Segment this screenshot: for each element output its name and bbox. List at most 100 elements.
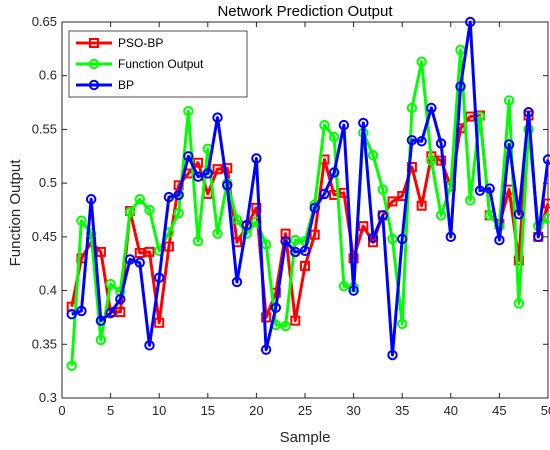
data-point xyxy=(533,231,544,243)
data-point xyxy=(280,320,291,332)
data-point xyxy=(435,210,447,221)
legend-label: BP xyxy=(118,78,134,92)
legend-label: PSO-BP xyxy=(118,36,163,50)
data-point xyxy=(406,134,418,146)
legend-marker xyxy=(88,58,100,70)
data-point xyxy=(416,136,427,147)
data-point xyxy=(348,253,359,264)
data-point xyxy=(280,235,291,247)
data-point xyxy=(212,228,223,239)
data-point xyxy=(134,194,145,205)
x-tick-label: 15 xyxy=(201,403,215,418)
data-point xyxy=(270,302,282,313)
data-point xyxy=(95,334,107,346)
y-axis-title: Function Output xyxy=(7,159,24,267)
data-point xyxy=(183,151,194,162)
data-point xyxy=(212,164,223,175)
x-tick-label: 0 xyxy=(58,403,65,418)
data-point xyxy=(222,163,233,174)
data-point xyxy=(367,150,379,161)
y-tick-label: 0.35 xyxy=(32,336,57,351)
y-tick-label: 0.5 xyxy=(39,175,57,190)
data-point xyxy=(134,247,145,258)
data-point xyxy=(513,255,524,266)
data-point xyxy=(300,260,310,271)
data-point xyxy=(387,196,398,207)
y-tick-label: 0.55 xyxy=(32,121,57,136)
data-point xyxy=(397,233,408,245)
data-point xyxy=(193,157,204,168)
data-point xyxy=(124,254,136,265)
data-point xyxy=(85,194,97,205)
data-point xyxy=(513,209,525,220)
data-point xyxy=(95,246,106,257)
x-tick-label: 5 xyxy=(107,403,114,418)
data-point xyxy=(387,233,398,245)
y-tick-label: 0.4 xyxy=(39,283,57,298)
data-point xyxy=(192,171,204,182)
data-point xyxy=(523,107,534,118)
x-tick-label: 30 xyxy=(346,403,360,418)
data-point xyxy=(192,235,204,247)
data-point xyxy=(387,349,398,361)
y-tick-label: 0.6 xyxy=(39,68,57,83)
data-point xyxy=(212,112,223,123)
data-point xyxy=(542,213,550,224)
data-point xyxy=(309,229,320,240)
data-point xyxy=(115,293,126,305)
data-point xyxy=(319,119,330,131)
axis-ticks: 0 5 10 15 20 25 30 35 40 45 50 0.3 0.35 0.4 0.45 0.5 0.5… xyxy=(32,14,550,418)
data-point xyxy=(358,117,369,129)
data-point xyxy=(426,155,437,166)
data-point xyxy=(95,315,107,326)
data-point xyxy=(231,276,243,288)
data-point xyxy=(503,139,515,150)
data-point xyxy=(290,234,301,246)
data-point xyxy=(503,95,515,106)
data-point xyxy=(484,183,495,194)
legend-marker xyxy=(89,38,99,48)
data-point xyxy=(76,215,87,226)
data-point xyxy=(328,131,340,143)
series-bp xyxy=(66,16,550,361)
data-point xyxy=(513,298,525,309)
legend-marker xyxy=(88,79,100,91)
data-point xyxy=(154,272,165,283)
data-point xyxy=(76,305,87,317)
data-point xyxy=(465,195,476,206)
data-point xyxy=(465,16,476,28)
data-point xyxy=(163,241,174,252)
data-point xyxy=(134,257,145,268)
data-point xyxy=(202,168,214,179)
data-point xyxy=(416,200,427,211)
data-point xyxy=(290,246,301,258)
data-point xyxy=(348,285,359,296)
data-point xyxy=(542,154,550,165)
data-point xyxy=(445,231,456,243)
data-point xyxy=(251,153,262,164)
data-point xyxy=(173,189,184,201)
chart-title: Network Prediction Output xyxy=(217,3,393,20)
x-tick-label: 35 xyxy=(395,403,409,418)
x-axis-title: Sample xyxy=(280,429,331,446)
data-point xyxy=(105,278,116,290)
data-point xyxy=(367,232,379,244)
data-point xyxy=(455,81,466,92)
data-point xyxy=(309,202,320,214)
data-point xyxy=(377,184,388,195)
series-line xyxy=(71,20,550,357)
data-point xyxy=(328,167,340,178)
data-point xyxy=(416,56,427,67)
data-point xyxy=(397,318,408,330)
data-point xyxy=(319,188,330,200)
x-tick-label: 10 xyxy=(152,403,166,418)
data-point xyxy=(338,119,350,131)
data-point xyxy=(260,344,272,355)
x-tick-label: 20 xyxy=(249,403,263,418)
y-tick-label: 0.45 xyxy=(32,229,57,244)
data-point xyxy=(144,246,155,257)
data-point xyxy=(474,185,486,196)
data-point xyxy=(290,315,301,326)
data-point xyxy=(163,191,175,203)
